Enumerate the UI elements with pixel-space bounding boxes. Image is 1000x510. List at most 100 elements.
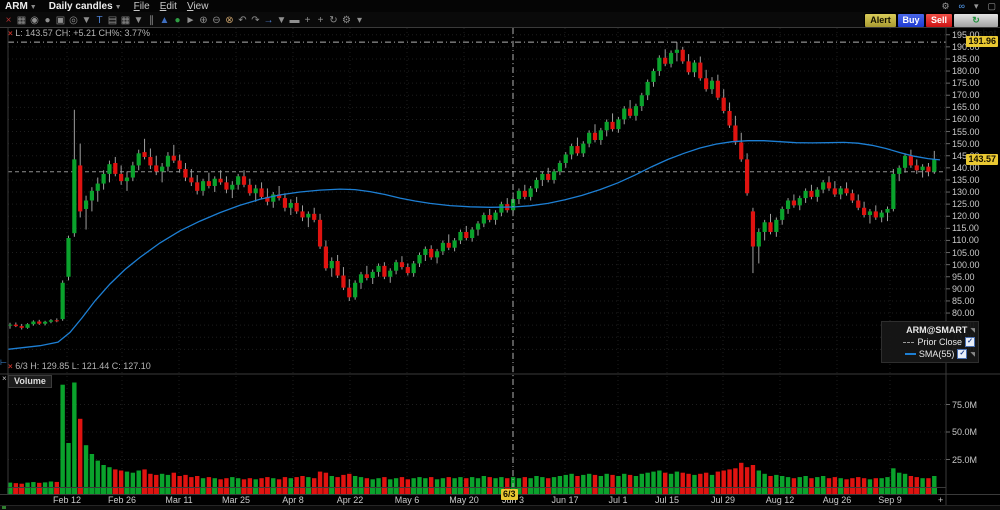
candle[interactable] — [265, 196, 270, 202]
candle[interactable] — [715, 80, 720, 98]
volume-bar[interactable] — [826, 478, 832, 487]
candle[interactable] — [89, 190, 94, 201]
candle[interactable] — [341, 275, 346, 288]
candle[interactable] — [908, 155, 913, 166]
crosshair-target-icon[interactable]: ⊗ — [225, 14, 234, 26]
candle[interactable] — [382, 265, 387, 277]
indicator-dot-icon[interactable]: ● — [174, 14, 181, 26]
candle[interactable] — [411, 263, 416, 274]
magnifier-icon[interactable]: ◉ — [30, 14, 39, 26]
trend-triangle-icon[interactable]: ▲ — [159, 14, 170, 26]
candle[interactable] — [247, 184, 252, 194]
volume-bar[interactable] — [101, 465, 106, 487]
candle[interactable] — [850, 193, 855, 201]
candle[interactable] — [920, 166, 925, 171]
candle[interactable] — [803, 190, 808, 199]
candle[interactable] — [224, 182, 229, 190]
candle[interactable] — [405, 267, 410, 274]
candle[interactable] — [218, 178, 223, 183]
volume-bar[interactable] — [703, 472, 709, 487]
candle[interactable] — [241, 176, 247, 185]
undo-icon[interactable]: ↶ — [238, 14, 247, 26]
candle[interactable] — [768, 222, 773, 232]
expand-v-icon[interactable]: + — [317, 14, 324, 26]
volume-bar[interactable] — [908, 476, 914, 487]
volume-bar[interactable] — [212, 478, 217, 487]
candle[interactable] — [31, 321, 36, 325]
maximize-icon[interactable]: ▢ — [987, 0, 996, 11]
candle[interactable] — [891, 173, 896, 209]
volume-bar[interactable] — [879, 478, 884, 487]
candle[interactable] — [323, 246, 328, 269]
zoom-in-icon[interactable]: ⊕ — [199, 14, 208, 26]
volume-bar[interactable] — [610, 474, 615, 487]
candle[interactable] — [206, 181, 211, 186]
candle[interactable] — [452, 240, 457, 248]
tools-wrench-icon[interactable]: ⚙ — [342, 14, 351, 26]
layout-grid-icon[interactable]: ▦ — [120, 14, 131, 26]
volume-bar[interactable] — [668, 473, 674, 487]
candle[interactable] — [124, 177, 130, 182]
candle[interactable] — [622, 108, 627, 120]
volume-bar[interactable] — [42, 482, 48, 487]
candle[interactable] — [522, 190, 527, 197]
candle[interactable] — [160, 166, 165, 172]
candle[interactable] — [645, 81, 650, 96]
volume-bar[interactable] — [557, 476, 563, 487]
volume-bar[interactable] — [31, 482, 36, 487]
volume-bar[interactable] — [856, 477, 861, 487]
volume-bar[interactable] — [37, 482, 42, 487]
volume-bar[interactable] — [300, 476, 305, 487]
volume-bar[interactable] — [657, 470, 662, 488]
candle[interactable] — [148, 156, 153, 166]
candle[interactable] — [557, 163, 562, 172]
volume-bar[interactable] — [932, 476, 937, 487]
volume-bar[interactable] — [347, 473, 352, 487]
candle[interactable] — [663, 57, 668, 64]
volume-bar[interactable] — [797, 477, 802, 487]
candle[interactable] — [312, 213, 317, 220]
redo-icon[interactable]: ↷ — [251, 14, 260, 26]
candle[interactable] — [826, 182, 832, 189]
volume-bar[interactable] — [417, 477, 422, 487]
volume-bar[interactable] — [469, 477, 475, 487]
candle[interactable] — [686, 61, 691, 73]
volume-bar[interactable] — [165, 474, 171, 487]
volume-bar[interactable] — [230, 477, 235, 487]
volume-bar[interactable] — [522, 477, 527, 487]
volume-bar[interactable] — [323, 472, 329, 487]
candle[interactable] — [821, 182, 826, 190]
candle[interactable] — [785, 200, 791, 209]
candle[interactable] — [610, 121, 615, 130]
candle[interactable] — [756, 231, 761, 247]
candle[interactable] — [43, 321, 48, 324]
volume-bar[interactable] — [926, 478, 931, 487]
dropdown-caret-icon[interactable]: ▼ — [81, 14, 92, 26]
candle[interactable] — [528, 188, 533, 197]
volume-bar[interactable] — [341, 474, 346, 487]
candle[interactable] — [563, 154, 568, 163]
candle[interactable] — [791, 200, 796, 206]
volume-bar[interactable] — [592, 474, 598, 487]
volume-bar[interactable] — [475, 478, 481, 487]
candle[interactable] — [183, 169, 188, 178]
volume-bar[interactable] — [72, 382, 77, 488]
volume-bar[interactable] — [335, 477, 340, 487]
volume-bar[interactable] — [645, 472, 650, 487]
candle[interactable] — [692, 62, 697, 73]
candle[interactable] — [481, 215, 486, 224]
dropdown-caret-icon[interactable]: ▼ — [133, 14, 144, 26]
dropdown-caret-icon[interactable]: ▼ — [276, 14, 287, 26]
pointer-icon[interactable]: ► — [185, 14, 196, 26]
candle[interactable] — [434, 251, 440, 258]
volume-bar[interactable] — [686, 473, 691, 487]
volume-bar[interactable] — [312, 478, 317, 487]
candle[interactable] — [516, 190, 522, 200]
candle[interactable] — [306, 213, 311, 218]
candle[interactable] — [329, 261, 334, 269]
dropdown-caret-icon[interactable]: ▾ — [356, 14, 363, 26]
volume-bar[interactable] — [850, 478, 855, 487]
candle[interactable] — [856, 200, 861, 208]
grid-icon[interactable]: ▦ — [16, 14, 27, 26]
candle[interactable] — [200, 181, 206, 191]
